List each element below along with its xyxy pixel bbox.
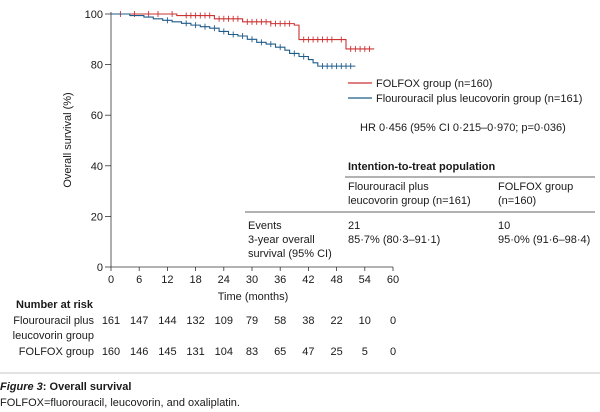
y-tick-label: 0 [97,262,103,274]
risk-value: 47 [302,346,314,358]
x-tick-label: 48 [330,274,342,286]
y-tick-label: 20 [91,211,103,223]
table-row-survival-label-line2: survival (95% CI) [248,248,332,260]
risk-value: 79 [246,315,258,327]
x-tick-label: 24 [218,274,230,286]
table-col2-header-line1: FOLFOX group [498,181,573,193]
risk-value: 160 [102,346,120,358]
risk-value: 131 [186,346,204,358]
risk-value: 132 [186,315,204,327]
caption-figure-title: : Overall survival [43,381,132,393]
risk-value: 147 [130,315,148,327]
risk-title: Number at risk [16,299,94,311]
risk-value: 83 [246,346,258,358]
table-col2-header-line2: (n=160) [498,195,536,207]
y-tick-label: 100 [85,9,103,21]
table-row-survival-col1: 85·7% (80·3–91·1) [348,234,440,246]
figure-caption-body: FOLFOX=fluorouracil, leucovorin, and oxa… [0,397,240,409]
x-tick-label: 60 [387,274,399,286]
y-tick-label: 80 [91,60,103,72]
table-col1-header-line1: Flourouracil plus [348,181,429,193]
y-tick-label: 60 [91,110,103,122]
x-tick-label: 30 [246,274,258,286]
table-row-events-col1: 21 [348,220,360,232]
y-axis-label: Overall survival (%) [62,92,74,187]
survival-curves [111,11,375,70]
x-tick-label: 0 [108,274,114,286]
table-row-survival-label-line1: 3-year overall [248,234,315,246]
risk-value: 146 [130,346,148,358]
risk-value: 65 [274,346,286,358]
risk-value: 161 [102,315,120,327]
x-axis-label: Time (months) [218,291,289,303]
number-at-risk-table: Number at risk Flourouracil plus leucovo… [13,299,396,358]
table-row-events-label: Events [248,220,282,232]
survival-curve-folfox [111,13,375,50]
risk-value: 38 [302,315,314,327]
risk-value: 58 [274,315,286,327]
risk-value: 5 [362,346,368,358]
x-tick-label: 18 [189,274,201,286]
risk-values: 161 147 144 132 109 79 58 38 22 10 0 160 146 145 131 10… [102,315,396,358]
risk-row-folfox-label: FOLFOX group [19,346,94,358]
figure-caption-title: Figure 3: Overall survival [0,381,131,393]
risk-value: 22 [330,315,342,327]
table-row-events-col2: 10 [498,220,510,232]
risk-value: 104 [215,346,233,358]
legend: FOLFOX group (n=160) Flourouracil plus l… [348,78,582,105]
legend-label-fu-lv: Flourouracil plus leucovorin group (n=16… [376,93,582,105]
x-tick-label: 42 [302,274,314,286]
risk-value: 145 [158,346,176,358]
risk-value: 0 [390,346,396,358]
x-tick-label: 6 [136,274,142,286]
risk-row-fu-lv-label-line2: leucovorin group [13,330,94,342]
risk-value: 10 [359,315,371,327]
table-col1-header-line2: leucovorin group (n=161) [348,195,471,207]
risk-value: 109 [215,315,233,327]
table-title: Intention-to-treat population [348,161,496,173]
x-tick-label: 36 [274,274,286,286]
table-row-survival-col2: 95·0% (91·6–98·4) [498,234,590,246]
hazard-ratio-text: HR 0·456 (95% CI 0·215–0·970; p=0·036) [360,122,566,134]
x-tick-label: 12 [161,274,173,286]
caption-figure-number: Figure 3 [0,381,43,393]
risk-row-fu-lv-label-line1: Flourouracil plus [13,315,94,327]
x-axis-ticks: 0 6 12 18 24 30 36 42 48 54 60 [108,267,399,286]
y-tick-label: 40 [91,161,103,173]
x-tick-label: 54 [359,274,371,286]
legend-label-folfox: FOLFOX group (n=160) [376,78,492,90]
risk-value: 0 [390,315,396,327]
y-axis-ticks: 0 20 40 60 80 100 [85,9,111,274]
itt-table: Intention-to-treat population Flourourac… [245,161,595,260]
risk-value: 144 [158,315,176,327]
risk-value: 25 [330,346,342,358]
